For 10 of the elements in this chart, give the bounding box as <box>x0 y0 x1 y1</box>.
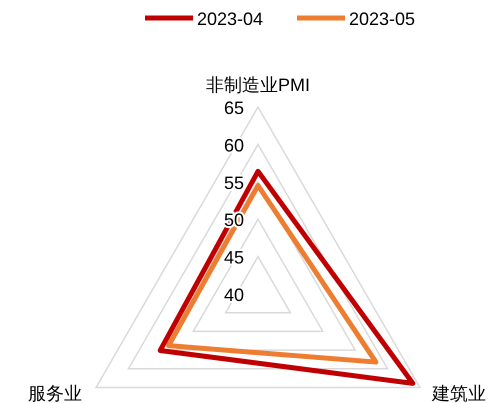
legend-label: 2023-04 <box>197 9 264 29</box>
spoke-label: 非制造业PMI <box>206 75 310 95</box>
y-tick-label: 45 <box>224 248 244 268</box>
spoke-label: 建筑业 <box>430 384 486 403</box>
y-tick-label: 60 <box>224 135 244 156</box>
y-tick-label: 65 <box>224 98 244 118</box>
spoke-label: 服务业 <box>28 384 82 403</box>
legend-label: 2023-05 <box>349 9 416 29</box>
y-tick-label: 55 <box>224 172 244 193</box>
y-tick-label: 40 <box>224 285 244 305</box>
